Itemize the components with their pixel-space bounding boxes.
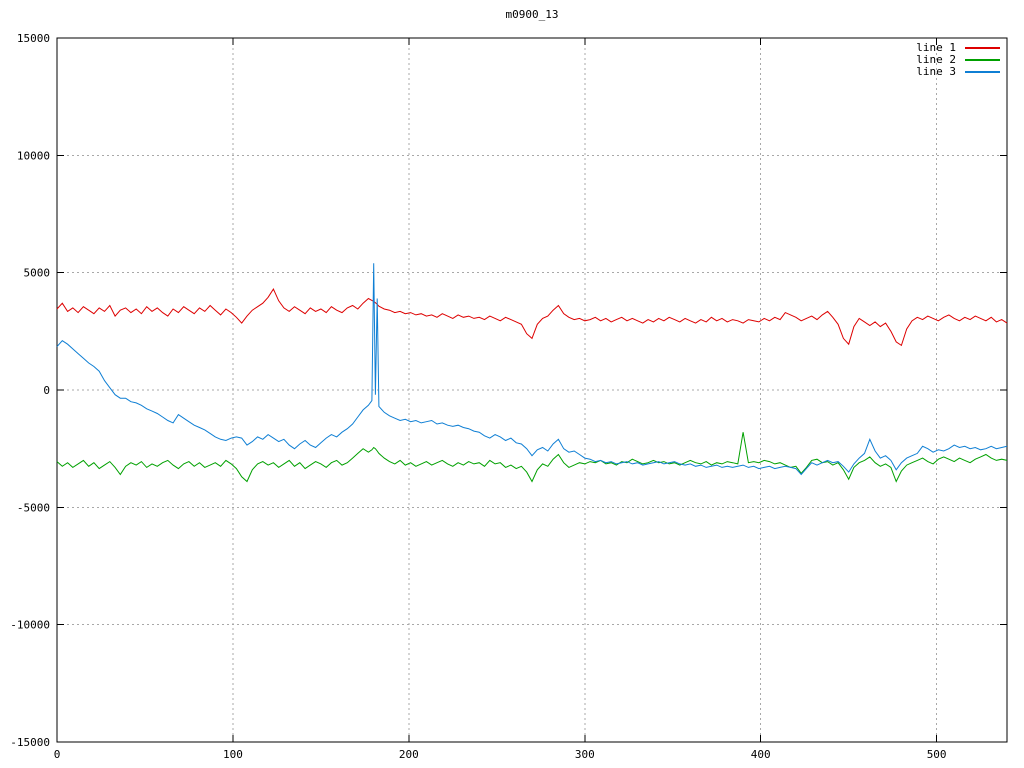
legend-line-sample: [965, 71, 1000, 73]
y-tick-label: -5000: [17, 501, 50, 514]
y-tick-label: 15000: [17, 32, 50, 45]
legend-label: line 2: [916, 53, 956, 66]
y-tick-label: 10000: [17, 149, 50, 162]
series-line-1: [56, 288, 1008, 347]
legend-item: line 1: [916, 42, 1000, 54]
series-line-3: [56, 263, 1008, 476]
chart-title: m0900_13: [505, 8, 559, 21]
x-tick-label: 100: [223, 748, 243, 761]
legend-label: line 1: [916, 41, 956, 54]
y-tick-label: -10000: [10, 619, 50, 632]
y-tick-label: 5000: [24, 267, 51, 280]
legend-line-sample: [965, 59, 1000, 61]
legend-item: line 2: [916, 54, 1000, 66]
x-tick-label: 400: [751, 748, 771, 761]
legend-item: line 3: [916, 66, 1000, 78]
x-tick-label: 500: [927, 748, 947, 761]
legend-label: line 3: [916, 65, 956, 78]
x-tick-label: 200: [399, 748, 419, 761]
y-tick-label: 0: [43, 384, 50, 397]
y-tick-label: -15000: [10, 736, 50, 749]
series-line-2: [56, 432, 1008, 483]
x-tick-label: 0: [54, 748, 61, 761]
x-tick-label: 300: [575, 748, 595, 761]
legend-line-sample: [965, 47, 1000, 49]
plot-border: [56, 37, 1008, 743]
legend: line 1 line 2 line 3: [916, 42, 1000, 78]
